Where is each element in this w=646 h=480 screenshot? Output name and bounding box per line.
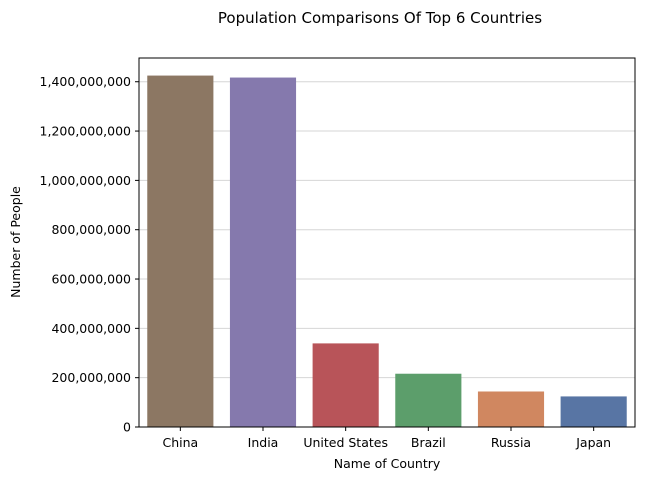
bar-china (147, 75, 214, 428)
y-tick-label: 600,000,000 (51, 272, 131, 287)
bars (147, 75, 627, 428)
bar-japan (560, 396, 627, 427)
y-tick-label: 1,400,000,000 (40, 74, 131, 89)
plot-frame (138, 57, 636, 428)
x-tick-label: Russia (491, 435, 531, 450)
bar-united-states (312, 343, 379, 427)
y-tick-label: 1,000,000,000 (40, 173, 131, 188)
x-tick-label: Brazil (411, 435, 446, 450)
y-tick-label: 400,000,000 (51, 321, 131, 336)
x-tick-label: Japan (575, 435, 611, 450)
y-axis-label: Number of People (8, 186, 23, 298)
y-tick-label: 0 (123, 420, 131, 435)
bar-india (229, 77, 297, 427)
x-tick-label: India (248, 435, 279, 450)
y-axis-ticks: 0 200,000,000 400,000,000 600,000,000 800,00… (40, 74, 139, 435)
bar-russia (477, 391, 545, 427)
y-tick-label: 1,200,000,000 (40, 124, 131, 139)
bar-brazil (395, 373, 462, 427)
x-axis-ticks: China India United States Brazil Russia Japan (162, 427, 611, 450)
grid-lines (139, 81, 635, 379)
y-tick-label: 800,000,000 (51, 222, 131, 237)
x-tick-label: United States (303, 435, 388, 450)
x-axis-label: Name of Country (334, 456, 441, 471)
y-tick-label: 200,000,000 (51, 370, 131, 385)
chart-title: Population Comparisons Of Top 6 Countrie… (218, 9, 542, 27)
x-tick-label: China (162, 435, 198, 450)
